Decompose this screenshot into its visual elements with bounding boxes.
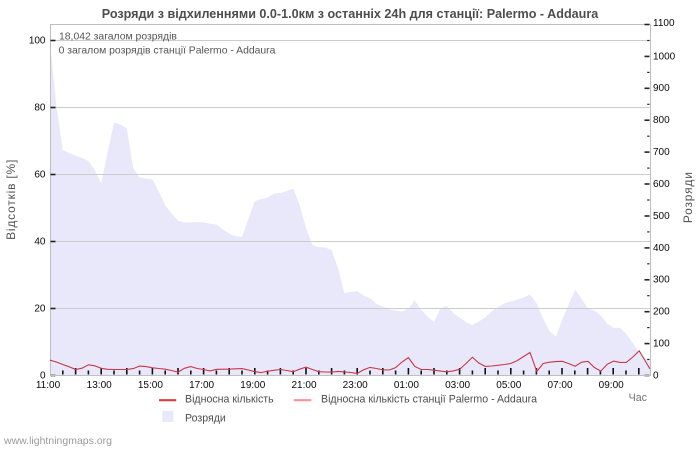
svg-text:700: 700 <box>653 147 670 158</box>
svg-text:09:00: 09:00 <box>599 380 624 391</box>
svg-text:18,042 загалом розрядів: 18,042 загалом розрядів <box>59 31 177 42</box>
svg-text:13:00: 13:00 <box>87 380 112 391</box>
svg-text:01:00: 01:00 <box>394 380 419 391</box>
svg-text:www.lightningmaps.org: www.lightningmaps.org <box>3 435 112 447</box>
svg-text:0 загалом розрядів станції Pal: 0 загалом розрядів станції Palermo - Add… <box>59 46 276 57</box>
svg-text:80: 80 <box>34 103 46 114</box>
svg-text:800: 800 <box>653 115 670 126</box>
svg-text:1000: 1000 <box>653 51 676 62</box>
svg-text:Розряди: Розряди <box>681 171 695 223</box>
svg-text:Відносна кількість: Відносна кількість <box>185 394 274 406</box>
svg-text:15:00: 15:00 <box>138 380 163 391</box>
svg-text:100: 100 <box>653 339 670 350</box>
svg-text:Розряди з відхиленнями 0.0-1.0: Розряди з відхиленнями 0.0-1.0км з остан… <box>102 7 599 21</box>
svg-text:21:00: 21:00 <box>291 380 316 391</box>
svg-text:11:00: 11:00 <box>36 380 61 391</box>
svg-text:23:00: 23:00 <box>343 380 368 391</box>
svg-text:200: 200 <box>653 307 670 318</box>
svg-text:60: 60 <box>34 170 46 181</box>
svg-text:1100: 1100 <box>653 18 675 29</box>
svg-text:40: 40 <box>34 237 46 248</box>
svg-text:19:00: 19:00 <box>240 380 265 391</box>
svg-text:20: 20 <box>34 304 46 315</box>
svg-text:Розряди: Розряди <box>185 412 226 424</box>
svg-text:900: 900 <box>653 83 670 94</box>
svg-text:03:00: 03:00 <box>445 380 470 391</box>
svg-text:0: 0 <box>40 371 46 382</box>
svg-text:Час: Час <box>629 392 648 404</box>
svg-text:0: 0 <box>653 370 659 381</box>
svg-text:Відсотків [%]: Відсотків [%] <box>4 159 18 240</box>
svg-text:600: 600 <box>653 179 670 190</box>
svg-text:07:00: 07:00 <box>547 380 572 391</box>
svg-text:500: 500 <box>653 211 670 222</box>
svg-text:100: 100 <box>29 36 46 47</box>
svg-text:17:00: 17:00 <box>189 380 214 391</box>
svg-text:05:00: 05:00 <box>496 380 521 391</box>
svg-text:300: 300 <box>653 275 670 286</box>
svg-text:Відносна кількість станції Pal: Відносна кількість станції Palermo - Add… <box>321 394 537 406</box>
svg-text:400: 400 <box>653 243 670 254</box>
